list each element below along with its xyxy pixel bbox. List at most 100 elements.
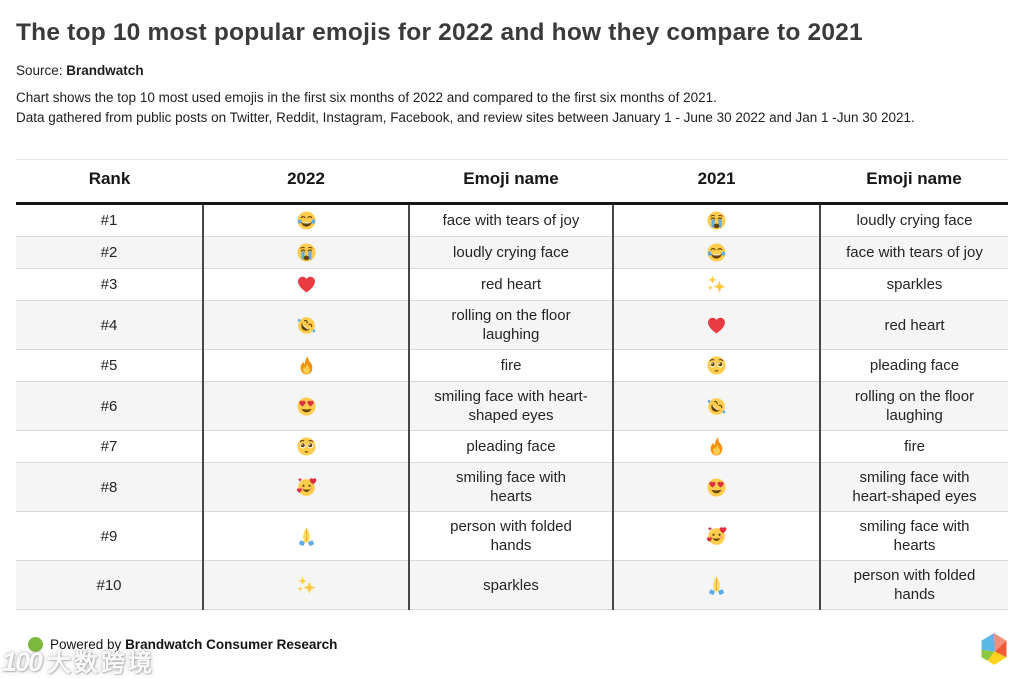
column-header-2022: 2022 — [203, 159, 409, 205]
column-header-emoji-name-2022: Emoji name — [409, 159, 613, 205]
emoji-name-2022-cell: sparkles — [408, 560, 613, 610]
rank-cell: #7 — [16, 430, 203, 463]
table-row: #4 rolling on the floor laughing red heart — [16, 300, 1008, 350]
rank-cell: #9 — [16, 511, 203, 561]
emoji-2022-cell — [202, 268, 409, 301]
brand-hexagon-logo-icon — [981, 633, 1007, 665]
emoji-name-2021-cell: smiling face with heart-shaped eyes — [819, 462, 1008, 512]
emoji-2022-cell — [202, 511, 409, 561]
emoji-name-2021-cell: pleading face — [819, 349, 1008, 382]
emoji-name-2021-cell: face with tears of joy — [819, 236, 1008, 269]
rank-cell: #4 — [16, 300, 203, 350]
smiling-face-with-hearts-icon — [706, 526, 727, 547]
source-name: Brandwatch — [66, 63, 144, 78]
emoji-2022-cell — [202, 349, 409, 382]
emoji-2022-cell — [202, 462, 409, 512]
description-line-2: Data gathered from public posts on Twitt… — [16, 110, 915, 125]
emoji-name-2021-cell: person with folded hands — [819, 560, 1008, 610]
footer: Powered by Brandwatch Consumer Research — [28, 637, 1004, 652]
emoji-name-2021-cell: loudly crying face — [819, 203, 1008, 237]
emoji-name-2022-cell: smiling face with hearts — [408, 462, 613, 512]
pleading-face-icon — [296, 436, 317, 457]
emoji-2022-cell — [202, 430, 409, 463]
emoji-name-2021-cell: fire — [819, 430, 1008, 463]
column-header-2021: 2021 — [613, 159, 820, 205]
description-line-1: Chart shows the top 10 most used emojis … — [16, 90, 717, 105]
emoji-name-2022-cell: smiling face with heart- shaped eyes — [408, 381, 613, 431]
pleading-face-icon — [706, 355, 727, 376]
table-row: #5 fire pleading face — [16, 349, 1008, 382]
emoji-table-body: #1 face with tears of joy loudly crying fa… — [16, 203, 1008, 610]
emoji-2021-cell — [612, 268, 820, 301]
emoji-name-2022-cell: pleading face — [408, 430, 613, 463]
emoji-name-2022-cell: rolling on the floor laughing — [408, 300, 613, 350]
table-header-row: Rank 2022 Emoji name 2021 Emoji name — [16, 159, 1008, 205]
emoji-2022-cell — [202, 300, 409, 350]
column-header-rank: Rank — [16, 159, 203, 205]
emoji-2021-cell — [612, 560, 820, 610]
emoji-2022-cell — [202, 203, 409, 237]
emoji-2022-cell — [202, 560, 409, 610]
table-row: #9 person with folded hands smiling face w… — [16, 511, 1008, 561]
rank-cell: #1 — [16, 203, 203, 237]
sparkles-icon — [706, 274, 727, 295]
smiling-face-with-heart-shaped-eyes-icon — [296, 396, 317, 417]
table-row: #3 red heart sparkles — [16, 268, 1008, 301]
loudly-crying-face-icon — [706, 210, 727, 231]
face-with-tears-of-joy-icon — [706, 242, 727, 263]
red-heart-icon — [706, 315, 727, 336]
emoji-2021-cell — [612, 236, 820, 269]
rank-cell: #8 — [16, 462, 203, 512]
page-title: The top 10 most popular emojis for 2022 … — [16, 19, 863, 46]
sparkles-icon — [296, 575, 317, 596]
rank-cell: #6 — [16, 381, 203, 431]
chart-description: Chart shows the top 10 most used emojis … — [16, 88, 1008, 128]
red-heart-icon — [296, 274, 317, 295]
brandwatch-consumer-research-label: Brandwatch Consumer Research — [125, 637, 338, 652]
rank-cell: #3 — [16, 268, 203, 301]
face-with-tears-of-joy-icon — [296, 210, 317, 231]
emoji-name-2022-cell: loudly crying face — [408, 236, 613, 269]
emoji-2021-cell — [612, 203, 820, 237]
table-row: #10 sparkles person with folded hands — [16, 560, 1008, 610]
emoji-2021-cell — [612, 511, 820, 561]
emoji-name-2022-cell: face with tears of joy — [408, 203, 613, 237]
emoji-name-2021-cell: sparkles — [819, 268, 1008, 301]
emoji-name-2022-cell: red heart — [408, 268, 613, 301]
emoji-name-2022-cell: person with folded hands — [408, 511, 613, 561]
emoji-2022-cell — [202, 381, 409, 431]
emoji-name-2022-cell: fire — [408, 349, 613, 382]
emoji-name-2021-cell: red heart — [819, 300, 1008, 350]
brandwatch-dot-icon — [28, 637, 43, 652]
emoji-2021-cell — [612, 430, 820, 463]
powered-by-line: Powered by Brandwatch Consumer Research — [50, 637, 337, 652]
table-row: #2 loudly crying face face with tears of j… — [16, 236, 1008, 269]
emoji-name-2021-cell: rolling on the floor laughing — [819, 381, 1008, 431]
source-label: Source: — [16, 63, 63, 78]
rank-cell: #10 — [16, 560, 203, 610]
rolling-on-the-floor-laughing-icon — [706, 396, 727, 417]
emoji-name-2021-cell: smiling face with hearts — [819, 511, 1008, 561]
loudly-crying-face-icon — [296, 242, 317, 263]
table-row: #8 smiling face with hearts smiling face w… — [16, 462, 1008, 512]
emoji-2021-cell — [612, 300, 820, 350]
rolling-on-the-floor-laughing-icon — [296, 315, 317, 336]
fire-icon — [296, 355, 317, 376]
smiling-face-with-heart-shaped-eyes-icon — [706, 477, 727, 498]
person-with-folded-hands-icon — [296, 526, 317, 547]
fire-icon — [706, 436, 727, 457]
smiling-face-with-hearts-icon — [296, 477, 317, 498]
table-row: #7 pleading face fire — [16, 430, 1008, 463]
emoji-2021-cell — [612, 349, 820, 382]
emoji-ranking-table: Rank 2022 Emoji name 2021 Emoji name #1 f… — [16, 159, 1008, 610]
table-row: #6 smiling face with heart- shaped eyes ro… — [16, 381, 1008, 431]
rank-cell: #2 — [16, 236, 203, 269]
emoji-2021-cell — [612, 462, 820, 512]
source-line: Source: Brandwatch — [16, 63, 1008, 78]
table-row: #1 face with tears of joy loudly crying fa… — [16, 203, 1008, 237]
emoji-2022-cell — [202, 236, 409, 269]
powered-by-label: Powered by — [50, 637, 122, 652]
emoji-2021-cell — [612, 381, 820, 431]
column-header-emoji-name-2021: Emoji name — [820, 159, 1008, 205]
